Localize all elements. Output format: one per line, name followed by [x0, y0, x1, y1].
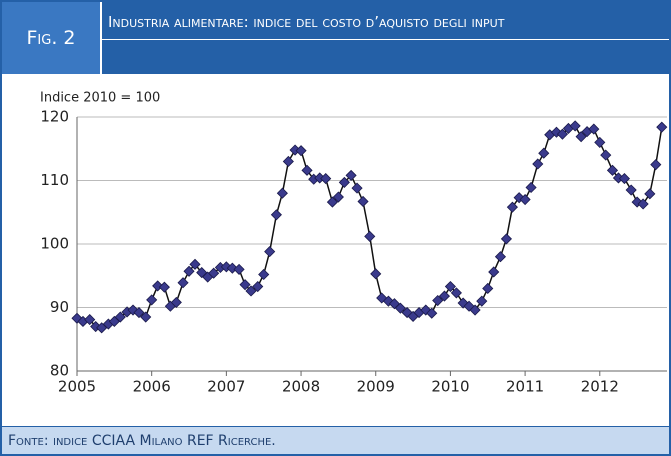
data-point	[457, 297, 469, 309]
data-point	[656, 121, 668, 133]
data-point	[351, 182, 363, 194]
data-point	[519, 193, 531, 206]
data-point	[158, 281, 170, 293]
y-axis-label: Indice 2010 = 100	[40, 91, 160, 106]
y-tick-label: 120	[40, 108, 69, 126]
data-point	[364, 230, 376, 242]
data-point	[282, 155, 294, 168]
data-point	[494, 251, 507, 263]
data-point	[370, 268, 382, 280]
data-point	[606, 164, 619, 176]
data-point	[114, 311, 126, 323]
x-tick-label: 2011	[506, 378, 544, 396]
data-point	[357, 195, 369, 208]
y-tick-label: 100	[40, 235, 69, 253]
data-point	[177, 277, 189, 289]
data-point	[345, 169, 357, 181]
data-point	[444, 280, 456, 293]
data-point	[650, 159, 662, 171]
data-point	[532, 158, 544, 170]
source: Fonte: indice CCIAA Milano REF Ricerche.	[2, 426, 669, 454]
header: Fig. 2 Industria alimentare: indice del …	[2, 2, 669, 74]
data-point	[469, 304, 481, 316]
chart: Indice 2010 = 100 80 90 100 110 120 2005 2006 2…	[2, 74, 668, 396]
x-tick-label: 2007	[207, 378, 245, 396]
data-point	[245, 285, 257, 297]
chart-title: Industria alimentare: indice del costo d…	[108, 13, 505, 31]
data-point	[500, 233, 512, 245]
data-point	[233, 263, 245, 275]
data-point	[426, 307, 438, 319]
data-point	[170, 296, 182, 308]
data-point	[488, 266, 500, 278]
x-tick-label: 2009	[357, 378, 395, 396]
y-tick-label: 90	[50, 298, 69, 316]
data-point	[450, 287, 462, 299]
data-point	[196, 267, 208, 279]
data-point	[556, 128, 569, 140]
data-point	[625, 184, 637, 196]
data-point	[513, 192, 525, 204]
data-point	[90, 320, 102, 333]
data-point	[258, 268, 270, 281]
data-point	[394, 302, 406, 314]
data-point	[506, 201, 518, 213]
data-point	[189, 258, 201, 270]
data-point	[226, 262, 238, 274]
data-point	[84, 313, 96, 326]
data-point	[618, 173, 630, 185]
data-point	[476, 295, 488, 307]
data-point	[644, 188, 656, 200]
data-point	[637, 198, 649, 210]
series-line	[76, 124, 663, 329]
data-point	[538, 147, 550, 159]
data-point	[270, 209, 282, 221]
x-tick-label: 2010	[431, 378, 469, 396]
data-point	[463, 300, 475, 312]
data-point	[569, 120, 581, 132]
title-rule	[102, 39, 669, 40]
data-point	[183, 265, 195, 277]
data-point	[482, 282, 494, 295]
data-point	[133, 307, 145, 319]
data-point	[295, 145, 307, 157]
data-point	[432, 294, 444, 307]
data-point	[239, 279, 251, 291]
data-point	[208, 267, 220, 279]
data-point	[127, 304, 139, 316]
data-point	[438, 290, 451, 302]
data-point	[575, 131, 587, 143]
data-point	[140, 311, 152, 323]
data-point	[264, 246, 276, 258]
data-point	[376, 292, 388, 304]
data-point	[588, 123, 600, 135]
x-tick-label: 2005	[58, 378, 96, 396]
x-tick-label: 2006	[133, 378, 171, 396]
data-point	[276, 187, 288, 199]
data-point	[252, 280, 264, 293]
data-point	[338, 176, 350, 188]
data-point	[332, 191, 344, 203]
data-point	[594, 136, 606, 148]
x-tick-label: 2012	[581, 378, 619, 396]
data-point	[326, 196, 338, 208]
figure-label: Fig. 2	[2, 2, 102, 74]
data-point	[301, 164, 313, 176]
x-tick-label: 2008	[282, 378, 320, 396]
data-point	[320, 173, 332, 185]
data-point	[146, 294, 158, 306]
data-point	[525, 181, 537, 194]
data-point	[631, 196, 643, 208]
data-point	[600, 149, 612, 161]
y-tick-label: 110	[40, 171, 69, 189]
y-tick-label: 80	[50, 362, 69, 380]
